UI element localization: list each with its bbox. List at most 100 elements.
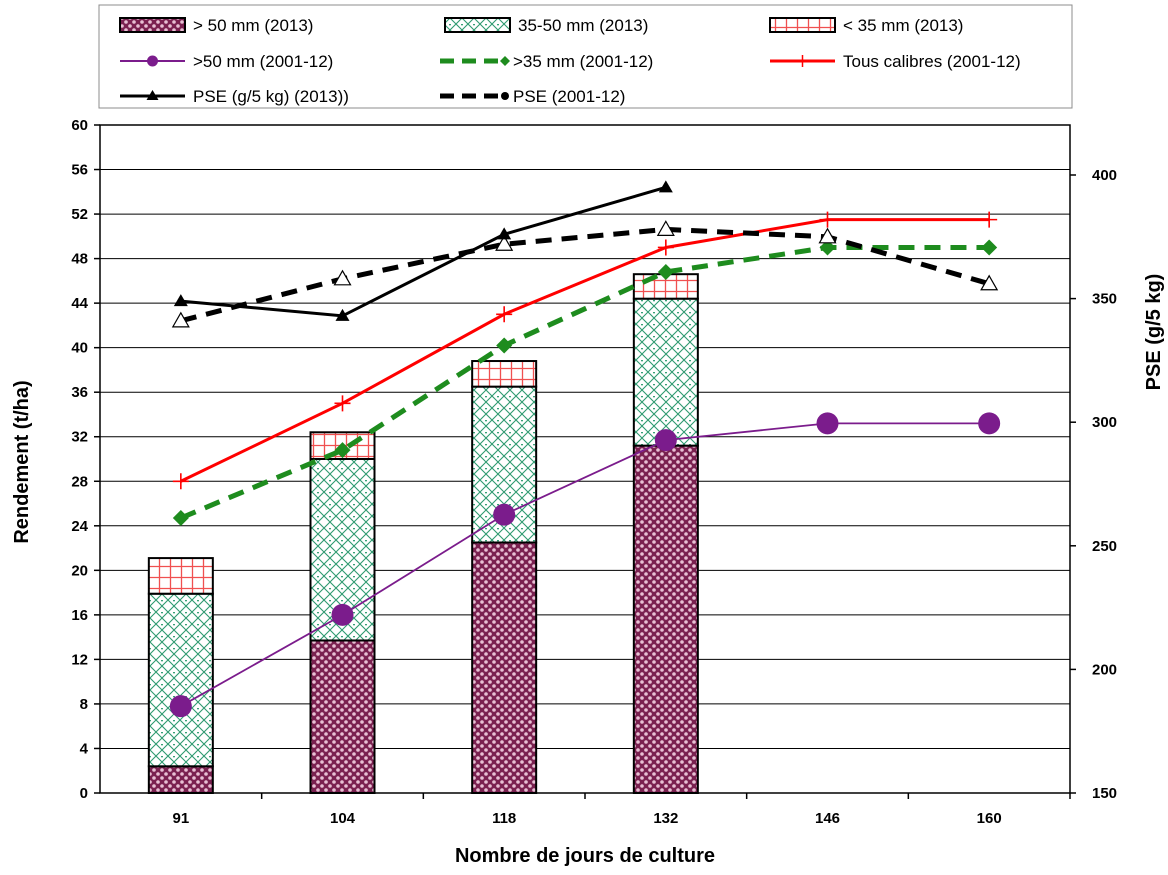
y2-tick-label: 350	[1092, 291, 1117, 308]
line-series-gt50	[180, 422, 990, 707]
point-pse-2013	[173, 294, 188, 307]
bar-segment	[147, 592, 214, 768]
point-gt35	[172, 510, 189, 527]
point-gt50	[816, 412, 839, 435]
y-tick-label: 40	[71, 340, 88, 357]
y-tick-label: 60	[71, 117, 88, 134]
point-gt50	[493, 503, 516, 526]
y-tick-label: 8	[80, 696, 88, 713]
x-tick-label: 104	[330, 810, 356, 827]
bar-segment	[147, 765, 214, 795]
y-tick-label: 48	[71, 251, 88, 268]
point-gt50	[169, 695, 192, 718]
bar-segment	[309, 431, 376, 460]
bar-segment	[471, 360, 538, 388]
y2-tick-label: 400	[1092, 167, 1117, 184]
bar-segment	[632, 444, 699, 794]
y-tick-label: 52	[71, 206, 88, 223]
y-tick-label: 20	[71, 562, 88, 579]
line-series-pse-2001	[180, 226, 990, 324]
legend-label: PSE (g/5 kg) (2013))	[193, 87, 349, 106]
point-gt50	[978, 412, 1001, 435]
point-tous-calibres	[334, 395, 351, 412]
legend-marker	[147, 55, 158, 67]
series-lines	[169, 180, 1001, 718]
point-gt35	[657, 263, 674, 280]
point-tous-calibres	[657, 239, 674, 256]
plot-frame	[99, 124, 1071, 794]
point-pse-2001	[818, 227, 837, 244]
point-pse-2001	[171, 311, 190, 328]
legend-marker	[501, 92, 509, 100]
point-gt50	[331, 603, 354, 626]
point-gt35	[496, 337, 513, 354]
x-tick-label: 91	[172, 810, 189, 827]
y-tick-label: 0	[80, 785, 88, 802]
line-series-pse-2013	[180, 185, 667, 318]
legend-box	[98, 4, 1073, 109]
point-gt35	[819, 239, 836, 256]
legend-entry: < 35 mm (2013)	[769, 16, 963, 35]
legend-label: >50 mm (2001-12)	[193, 52, 333, 71]
legend-entry: Tous calibres (2001-12)	[770, 52, 1021, 71]
y-tick-label: 28	[71, 473, 88, 490]
point-pse-2013	[335, 308, 350, 321]
point-tous-calibres	[981, 211, 998, 228]
legend-entry: >50 mm (2001-12)	[120, 52, 333, 71]
gridlines	[100, 169, 1070, 749]
legend-swatch	[769, 17, 836, 33]
y-tick-label: 56	[71, 162, 88, 179]
legend-entry: PSE (g/5 kg) (2013))	[120, 87, 349, 106]
line-series-tous-calibres	[180, 218, 990, 483]
y-tick-label: 12	[71, 651, 88, 668]
line-series-gt35	[179, 244, 990, 521]
y-tick-label: 16	[71, 607, 88, 624]
bar-segment	[471, 541, 538, 794]
bar-segment	[309, 639, 376, 794]
y2-tick-label: 300	[1092, 414, 1117, 431]
legend-marker	[146, 90, 159, 100]
point-gt50	[654, 429, 677, 452]
point-pse-2001	[980, 274, 999, 291]
x-tick-label: 118	[492, 810, 516, 827]
bars	[147, 273, 699, 795]
legend-swatch	[119, 17, 186, 33]
legend-label: PSE (2001-12)	[513, 87, 625, 106]
legend-entry: > 50 mm (2013)	[119, 16, 313, 35]
x-axis-ticks: 91 104 118 132 146 160	[172, 793, 1071, 827]
y2-tick-label: 200	[1092, 661, 1117, 678]
y-tick-label: 24	[71, 518, 88, 535]
y-tick-label: 36	[71, 384, 88, 401]
y-tick-label: 4	[80, 740, 89, 757]
point-pse-2001	[495, 235, 514, 251]
y2-axis-title: PSE (g/5 kg)	[1143, 274, 1165, 391]
y-tick-label: 44	[71, 295, 88, 312]
y2-axis-ticks: 150 200 250 300 350 400	[1070, 167, 1117, 802]
legend-marker	[500, 56, 510, 66]
point-tous-calibres	[172, 473, 189, 490]
legend-label: > 50 mm (2013)	[193, 16, 313, 35]
point-pse-2013	[497, 227, 512, 240]
point-tous-calibres	[819, 211, 836, 228]
legend-entry: PSE (2001-12)	[440, 87, 625, 106]
x-tick-label: 160	[977, 810, 1002, 827]
legend-entry: >35 mm (2001-12)	[440, 52, 653, 71]
legend-label: Tous calibres (2001-12)	[843, 52, 1021, 71]
x-tick-label: 146	[815, 810, 840, 827]
point-pse-2001	[333, 269, 352, 286]
point-gt35	[981, 239, 998, 256]
point-gt35	[334, 442, 351, 459]
y2-tick-label: 150	[1092, 785, 1117, 802]
legend-label: < 35 mm (2013)	[843, 16, 963, 35]
legend-label: 35-50 mm (2013)	[518, 16, 648, 35]
x-tick-label: 132	[653, 810, 678, 827]
legend: > 50 mm (2013) 35-50 mm (2013) < 35 mm (20…	[119, 16, 1021, 106]
y-axis-title: Rendement (t/ha)	[11, 380, 33, 543]
legend-entry: 35-50 mm (2013)	[444, 16, 648, 35]
point-tous-calibres	[496, 306, 513, 323]
legend-swatch	[444, 17, 511, 33]
y-tick-label: 32	[71, 429, 88, 446]
x-axis-title: Nombre de jours de culture	[455, 845, 715, 867]
